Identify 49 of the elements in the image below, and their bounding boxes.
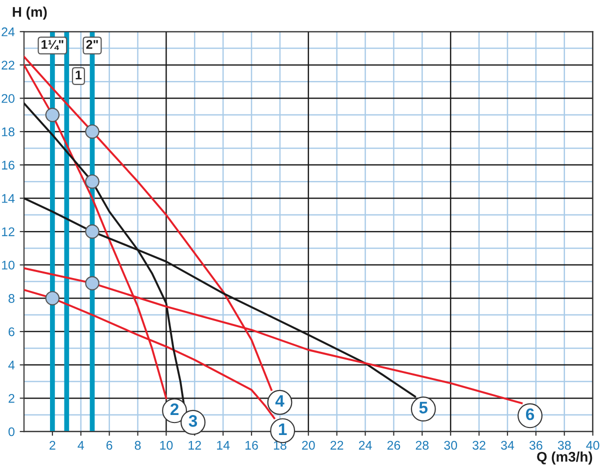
- annotation: 1¼": [42, 40, 64, 50]
- y-tick-label: 16: [2, 160, 14, 170]
- y-tick-label: 2: [8, 394, 14, 403]
- y-tick-label: 24: [2, 27, 15, 36]
- point: [45, 108, 60, 122]
- y-tick-label: 4: [8, 360, 15, 370]
- series-label: 4: [275, 395, 284, 407]
- y-tick-label: 14: [2, 194, 15, 203]
- point: [85, 174, 100, 189]
- x-tick-label: 28: [416, 440, 429, 450]
- x-tick-label: 38: [558, 440, 571, 450]
- series-label: 5: [419, 402, 428, 414]
- x-tick-label: 22: [330, 440, 344, 450]
- x-tick-label: 20: [302, 440, 315, 450]
- x-tick-label: 24: [358, 440, 372, 450]
- y-axis-title: H (m): [12, 6, 47, 20]
- y-tick-label: 10: [2, 260, 14, 270]
- point: [85, 276, 100, 290]
- series-label: 1: [279, 424, 287, 435]
- annotation: 2": [86, 40, 98, 49]
- y-tick-label: 22: [2, 60, 14, 70]
- point: [85, 224, 100, 239]
- y-tick-label: 6: [8, 327, 14, 336]
- x-tick-label: 4: [78, 441, 84, 450]
- series-label: 6: [526, 408, 534, 420]
- x-tick-label: 32: [472, 440, 486, 450]
- x-tick-label: 6: [106, 440, 112, 450]
- point: [45, 291, 60, 306]
- annotation: 1: [76, 70, 82, 80]
- point: [85, 124, 100, 139]
- x-tick-label: 40: [586, 440, 600, 450]
- x-tick-label: 26: [387, 440, 400, 450]
- x-tick-label: 30: [444, 440, 458, 450]
- y-tick-label: 0: [8, 427, 14, 436]
- x-axis-title: Q (m3/h): [537, 452, 592, 464]
- x-tick-label: 10: [160, 440, 173, 450]
- y-tick-label: 12: [2, 227, 14, 236]
- y-tick-label: 20: [2, 94, 14, 103]
- x-tick-label: 14: [217, 441, 230, 450]
- y-tick-label: 8: [8, 294, 14, 303]
- series-label: 3: [188, 415, 198, 427]
- x-tick-label: 34: [501, 440, 514, 450]
- x-tick-label: 12: [188, 440, 201, 450]
- series-label: 2: [170, 403, 178, 416]
- x-tick-label: 16: [246, 440, 258, 450]
- y-tick-label: 18: [2, 127, 14, 136]
- x-tick-label: 36: [529, 440, 542, 450]
- x-tick-label: 2: [50, 440, 56, 450]
- x-tick-label: 8: [134, 440, 141, 450]
